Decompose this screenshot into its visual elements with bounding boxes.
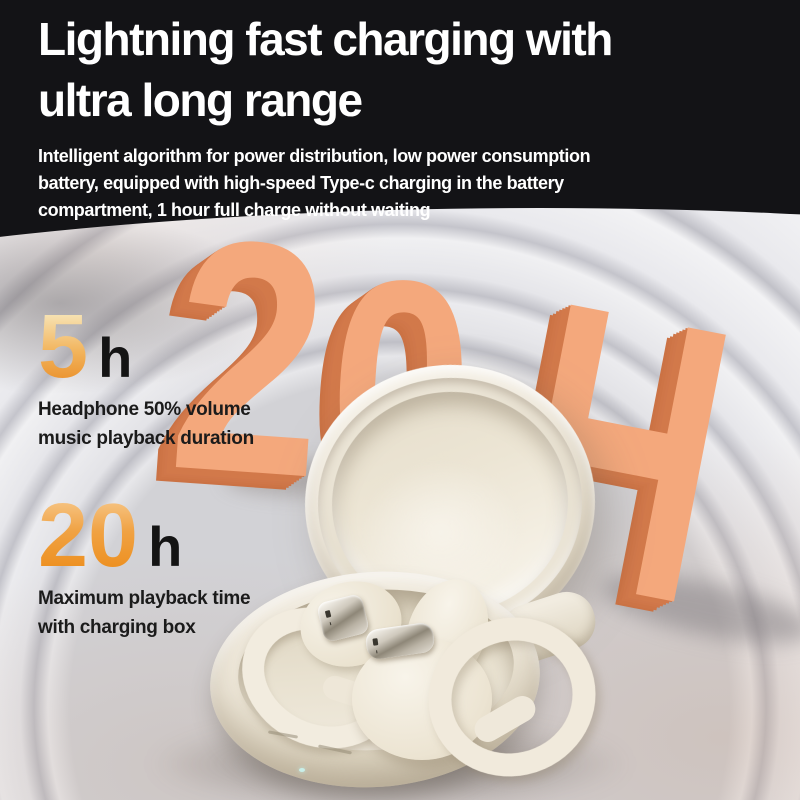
stat-unit: h: [148, 515, 183, 578]
stat-description-line-2: with charging box: [38, 616, 196, 638]
stat-description-line-1: Maximum playback time: [38, 588, 251, 609]
stat-description-line-2: music playback duration: [38, 427, 254, 449]
stat-value: 5: [38, 297, 89, 397]
stat-total-playback: 20 h Maximum playback time with charging…: [38, 491, 251, 642]
title-line-2: ultra long range: [38, 73, 363, 126]
stat-value-row: 5 h: [38, 302, 254, 392]
subtitle: Intelligent algorithm for power distribu…: [38, 143, 800, 224]
page-title: Lightning fast charging with ultra long …: [38, 9, 800, 130]
stat-description: Maximum playback time with charging box: [38, 585, 251, 642]
subtitle-line-2: battery, equipped with high-speed Type-c…: [38, 173, 564, 194]
stat-value-row: 20 h: [38, 491, 250, 581]
subtitle-line-3: compartment, 1 hour full charge without …: [38, 200, 431, 221]
case-led-indicator: [299, 768, 305, 772]
stat-description-line-1: Headphone 50% volume: [38, 399, 251, 420]
subtitle-line-1: Intelligent algorithm for power distribu…: [38, 146, 591, 167]
stat-unit: h: [98, 326, 133, 389]
headline-block: Lightning fast charging with ultra long …: [0, 0, 800, 224]
stat-value: 20: [38, 486, 139, 586]
title-line-1: Lightning fast charging with: [38, 13, 613, 65]
stat-headphone-playback: 5 h Headphone 50% volume music playback …: [38, 302, 254, 453]
stat-description: Headphone 50% volume music playback dura…: [38, 396, 254, 453]
